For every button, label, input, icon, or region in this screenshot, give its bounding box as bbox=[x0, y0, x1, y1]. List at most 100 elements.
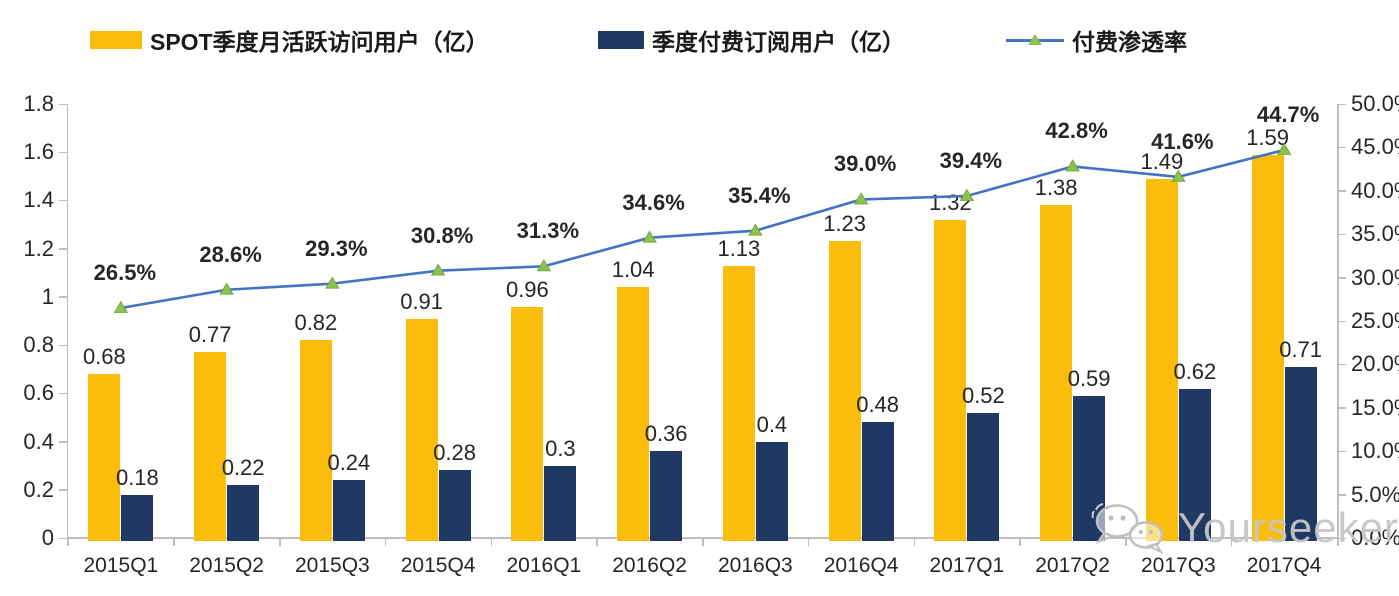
x-axis-category-label: 2017Q1 bbox=[929, 554, 1005, 577]
bar-value-label-mau: 0.96 bbox=[505, 276, 549, 302]
penetration-pct-label: 42.8% bbox=[1045, 118, 1108, 144]
y-axis-right-tick bbox=[1338, 363, 1346, 366]
y-axis-left-label: 0.6 bbox=[23, 380, 54, 406]
penetration-pct-label: 39.4% bbox=[939, 148, 1003, 173]
x-axis-tick bbox=[596, 538, 598, 546]
bar-value-label-mau: 1.23 bbox=[823, 211, 867, 237]
y-axis-right-label: 10.0% bbox=[1351, 438, 1399, 464]
x-axis-category-label: 2015Q4 bbox=[400, 554, 476, 577]
y-axis-left-tick bbox=[59, 199, 67, 202]
y-axis-right-tick bbox=[1338, 190, 1346, 192]
penetration-pct-label: 44.7% bbox=[1256, 102, 1320, 127]
penetration-pct-label: 26.5% bbox=[93, 259, 157, 285]
wechat-icon bbox=[1091, 503, 1164, 555]
bar-value-label-mau: 0.77 bbox=[188, 322, 232, 348]
watermark: Yourseeker bbox=[1090, 500, 1399, 556]
y-axis-right-label: 15.0% bbox=[1351, 394, 1399, 420]
y-axis-right-label: 20.0% bbox=[1351, 351, 1399, 377]
x-axis-category-label: 2016Q2 bbox=[612, 554, 687, 577]
legend-label-mau: SPOT季度月活跃访问用户（亿） bbox=[150, 29, 489, 55]
penetration-pct-label: 34.6% bbox=[622, 189, 685, 215]
bar-subscribers bbox=[650, 451, 683, 541]
y-axis-right-tick bbox=[1338, 494, 1346, 496]
bar-value-label-subscribers: 0.18 bbox=[115, 464, 159, 490]
x-axis-baseline bbox=[66, 537, 1339, 539]
bar-mau bbox=[934, 219, 967, 541]
y-axis-left-label: 0.2 bbox=[23, 476, 54, 502]
y-axis-left-tick bbox=[59, 537, 67, 539]
legend-item-penetration: 付费渗透率 bbox=[1006, 26, 1187, 55]
y-axis-right-tick bbox=[1338, 233, 1346, 236]
watermark-text: Yourseeker bbox=[1178, 504, 1399, 551]
bar-mau bbox=[1040, 205, 1073, 541]
x-axis-category-label: 2015Q2 bbox=[189, 554, 264, 577]
bar-subscribers bbox=[1284, 366, 1317, 541]
bar-mau bbox=[828, 241, 861, 541]
legend-label-penetration: 付费渗透率 bbox=[1072, 29, 1187, 55]
x-axis-category-label: 2017Q2 bbox=[1035, 554, 1110, 577]
y-axis-right-label: 0.0% bbox=[1351, 525, 1399, 550]
bar-mau bbox=[194, 352, 227, 541]
y-axis-right-tick bbox=[1338, 450, 1346, 453]
x-axis-category-label: 2016Q3 bbox=[718, 554, 793, 577]
x-axis-category-label: 2016Q4 bbox=[823, 554, 899, 577]
bar-value-label-mau: 1.13 bbox=[717, 235, 761, 261]
x-axis-tick bbox=[913, 538, 915, 546]
y-axis-right-label: 25.0% bbox=[1351, 308, 1399, 333]
bar-mau bbox=[1145, 178, 1178, 541]
bar-value-label-subscribers: 0.71 bbox=[1279, 336, 1323, 362]
y-axis-right-tick bbox=[1338, 407, 1346, 409]
bar-value-label-mau: 0.91 bbox=[400, 288, 444, 314]
y-axis-right-label: 5.0% bbox=[1351, 481, 1399, 507]
bar-value-label-subscribers: 0.4 bbox=[756, 411, 788, 437]
y-axis-left-tick bbox=[59, 441, 67, 443]
penetration-pct-label: 35.4% bbox=[728, 182, 791, 208]
y-axis-left-tick bbox=[59, 248, 67, 250]
y-axis-left-tick bbox=[59, 489, 67, 491]
bar-mau bbox=[1251, 154, 1284, 541]
y-axis-left-tick bbox=[59, 151, 67, 154]
x-axis-tick bbox=[490, 538, 492, 546]
x-axis-category-label: 2017Q3 bbox=[1141, 554, 1216, 577]
bar-subscribers bbox=[544, 465, 577, 541]
mau-swatch-icon bbox=[90, 31, 142, 49]
legend-item-subscribers: 季度付费订阅用户（亿） bbox=[598, 26, 905, 55]
bar-subscribers bbox=[861, 422, 894, 541]
bar-value-label-subscribers: 0.28 bbox=[433, 440, 477, 466]
x-axis-tick bbox=[702, 538, 704, 546]
bar-value-label-subscribers: 0.3 bbox=[545, 435, 576, 461]
bar-mau bbox=[511, 306, 544, 541]
y-axis-right-tick bbox=[1338, 146, 1346, 149]
bar-mau bbox=[617, 287, 650, 541]
x-axis-category-label: 2017Q4 bbox=[1246, 554, 1322, 577]
y-axis-left-label: 1.6 bbox=[23, 139, 54, 165]
y-axis-right-label: 50.0% bbox=[1351, 91, 1399, 116]
x-axis-category-label: 2015Q1 bbox=[83, 554, 159, 577]
penetration-pct-label: 29.3% bbox=[305, 235, 368, 261]
x-axis-tick bbox=[1336, 538, 1338, 546]
bar-value-label-subscribers: 0.62 bbox=[1173, 358, 1217, 384]
bar-value-label-mau: 0.82 bbox=[294, 310, 338, 336]
bar-value-label-mau: 1.49 bbox=[1140, 148, 1184, 174]
y-axis-right-label: 30.0% bbox=[1351, 264, 1399, 290]
x-axis-tick bbox=[384, 538, 387, 546]
x-axis-tick bbox=[67, 538, 69, 546]
y-axis-right-tick bbox=[1338, 320, 1346, 322]
bar-value-label-subscribers: 0.36 bbox=[644, 421, 688, 447]
bar-subscribers bbox=[121, 494, 154, 541]
line-marker-icon bbox=[1006, 31, 1064, 49]
penetration-pct-label: 28.6% bbox=[199, 241, 262, 267]
bar-value-label-subscribers: 0.24 bbox=[327, 450, 371, 476]
penetration-pct-label: 30.8% bbox=[410, 222, 474, 248]
y-axis-left-tick bbox=[59, 344, 67, 347]
x-axis-category-label: 2015Q3 bbox=[295, 554, 370, 577]
bar-mau bbox=[722, 265, 755, 541]
bar-mau bbox=[299, 340, 332, 541]
penetration-pct-label: 31.3% bbox=[516, 218, 580, 244]
y-axis-right bbox=[1337, 104, 1339, 546]
penetration-pct-label: 41.6% bbox=[1151, 128, 1214, 154]
y-axis-right-label: 45.0% bbox=[1351, 134, 1399, 160]
bar-value-label-mau: 1.38 bbox=[1034, 175, 1078, 201]
